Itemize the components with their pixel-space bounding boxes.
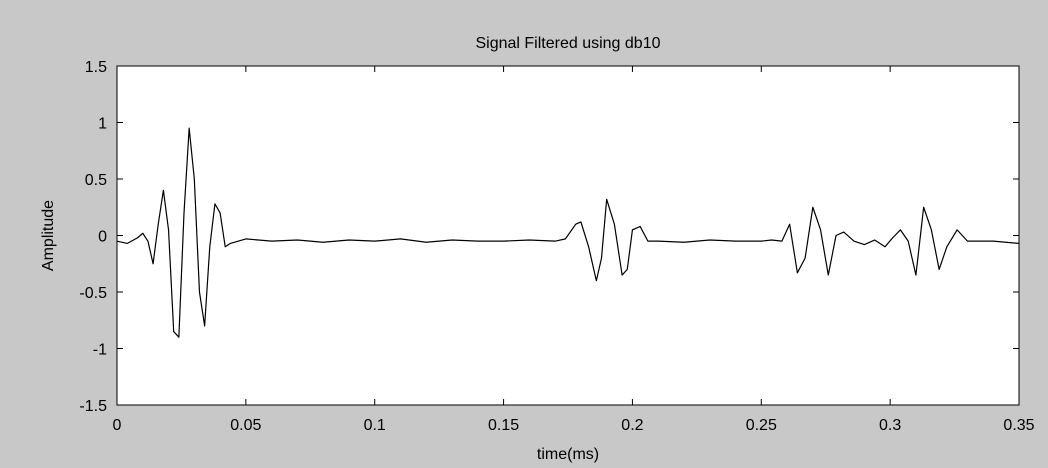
- y-tick-label: 1.5: [85, 59, 107, 76]
- chart-title: Signal Filtered using db10: [475, 35, 660, 52]
- ticks-group: 0 0.05 0.1 0.15 0.2 0.25 0.3 0.35 1.5 1 0.5 0 -0.5 -1…: [79, 59, 1034, 434]
- x-axis-label: time(ms): [537, 446, 599, 463]
- y-tick-label: -1.5: [79, 398, 107, 415]
- x-tick-label: 0.05: [230, 417, 261, 434]
- y-tick-label: -1: [93, 342, 107, 359]
- x-tick-label: 0.3: [879, 417, 901, 434]
- x-tick-label: 0.25: [746, 417, 777, 434]
- y-tick-label: 0.5: [85, 172, 107, 189]
- y-tick-label: -0.5: [79, 285, 107, 302]
- x-tick-label: 0.35: [1003, 417, 1034, 434]
- series-line: [116, 127, 1020, 338]
- x-tick-label: 0.15: [488, 417, 519, 434]
- x-tick-label: 0: [113, 417, 122, 434]
- x-tick-label: 0.2: [621, 417, 643, 434]
- y-tick-label: 0: [98, 229, 107, 246]
- x-tick-label: 0.1: [364, 417, 386, 434]
- y-tick-label: 1: [98, 116, 107, 133]
- y-axis-label: Amplitude: [40, 200, 57, 271]
